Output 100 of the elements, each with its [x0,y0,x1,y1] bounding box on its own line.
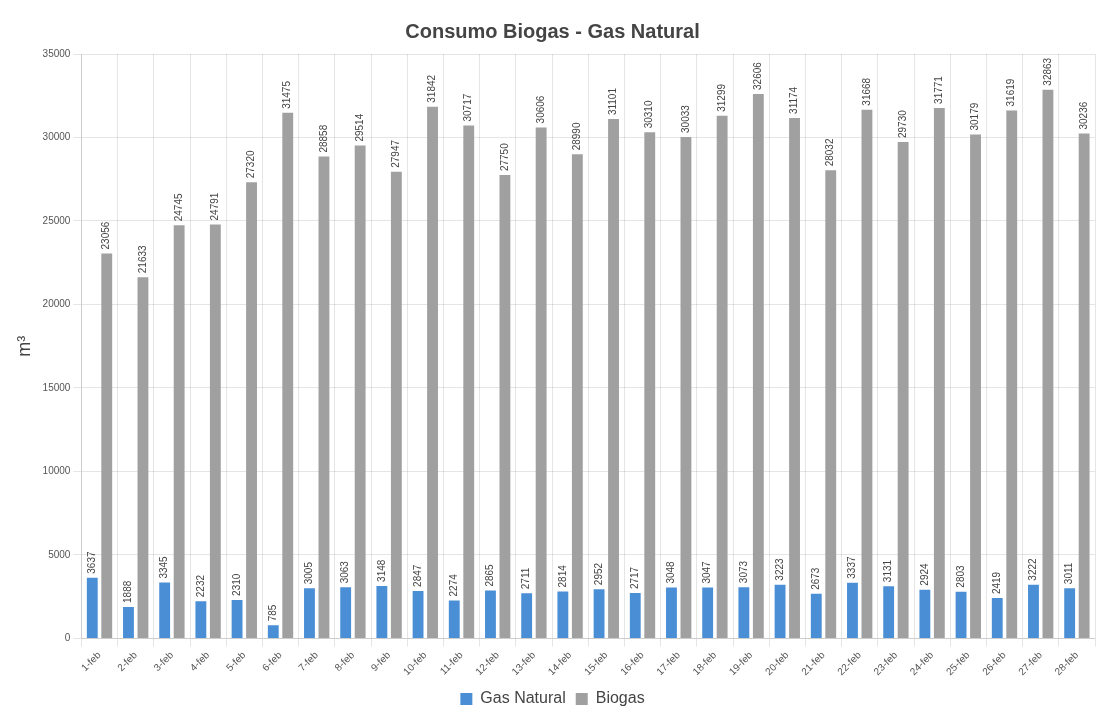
data-label: 2673 [810,567,822,590]
y-tick-label: 5000 [48,548,71,560]
bar [246,182,257,638]
y-tick-label: 25000 [42,214,71,226]
data-label: 3148 [375,559,387,582]
bar [209,224,221,638]
bar [897,142,909,638]
data-label: 3005 [303,561,315,585]
data-label: 31174 [788,86,800,114]
data-label: 3131 [882,559,894,583]
data-label: 1888 [122,580,134,603]
legend-label: Gas Natural [480,689,566,707]
bar [789,117,800,638]
bar [412,590,424,638]
data-label: 3073 [737,560,749,584]
data-label: 2814 [556,564,568,588]
bar [535,127,547,638]
data-label: 31668 [860,77,872,106]
bar [991,598,1003,638]
data-label: 31619 [1005,78,1017,107]
data-label: 3048 [665,560,677,584]
data-label: 29514 [353,113,365,142]
bar [485,590,496,638]
x-tick-label: 4-feb [187,648,212,674]
bar [159,582,171,638]
bar [173,225,185,638]
y-tick-label: 35000 [42,47,71,59]
bar [282,112,294,638]
bar [354,145,366,638]
bar [101,253,113,638]
bar [810,593,822,638]
bar [752,93,764,638]
data-label: 30717 [462,93,474,122]
data-label: 2803 [954,564,966,588]
bar [137,277,149,638]
bar [1042,89,1054,638]
data-label: 2865 [484,563,496,587]
bar [716,115,728,638]
data-label: 23056 [100,221,112,250]
bar [195,601,207,638]
y-tick-label: 30000 [42,131,71,143]
data-label: 31842 [426,74,438,103]
bar [847,582,858,638]
bar [629,593,641,638]
bar [499,175,511,638]
data-label: 21633 [136,244,148,274]
bar [340,587,352,638]
data-label: 2847 [411,564,423,587]
data-label: 3345 [158,555,170,579]
data-label: 3222 [1027,557,1039,581]
bar [680,136,692,638]
bar [702,587,714,638]
data-label: 24745 [172,193,184,222]
legend-label: Biogas [595,689,645,707]
data-label: 31101 [607,87,619,116]
data-label: 28858 [317,124,329,153]
data-label: 24791 [209,192,221,221]
data-label: 2232 [194,574,206,598]
data-label: 3223 [773,557,785,581]
data-label: 30310 [643,100,655,129]
bar [304,588,315,638]
data-label: 32863 [1041,57,1053,86]
bar [955,591,967,638]
bar [608,119,619,638]
data-label: 27320 [245,150,257,179]
data-label: 28032 [824,138,836,167]
bar [883,586,895,638]
y-tick-label: 0 [64,632,71,644]
y-tick-label: 15000 [42,381,71,393]
data-label: 2924 [918,562,930,586]
data-label: 3047 [701,560,713,584]
data-label: 2419 [991,571,1003,595]
bar [861,109,873,638]
data-label: 27750 [498,142,510,172]
bar [448,600,460,638]
bar [571,154,583,638]
data-label: 2274 [448,573,460,597]
data-label: 3637 [86,551,98,574]
bar [1078,133,1090,638]
bar [318,156,330,638]
bar [463,125,475,638]
bar [933,107,945,638]
data-label: 2952 [592,562,604,586]
bar [970,134,981,638]
bar [557,591,569,638]
data-label: 3063 [339,560,351,584]
data-label: 30179 [969,102,981,131]
bar [267,625,279,638]
data-label: 3337 [846,556,858,579]
data-label: 31299 [715,83,727,112]
data-label: 2717 [629,566,641,590]
y-axis-title: m³ [13,335,34,357]
data-label: 785 [267,604,279,622]
data-label: 2310 [230,573,242,596]
bar [738,587,750,638]
bar [644,132,656,638]
bar [427,106,438,638]
bar [593,589,605,638]
bar [1028,584,1039,638]
bar [123,606,134,638]
